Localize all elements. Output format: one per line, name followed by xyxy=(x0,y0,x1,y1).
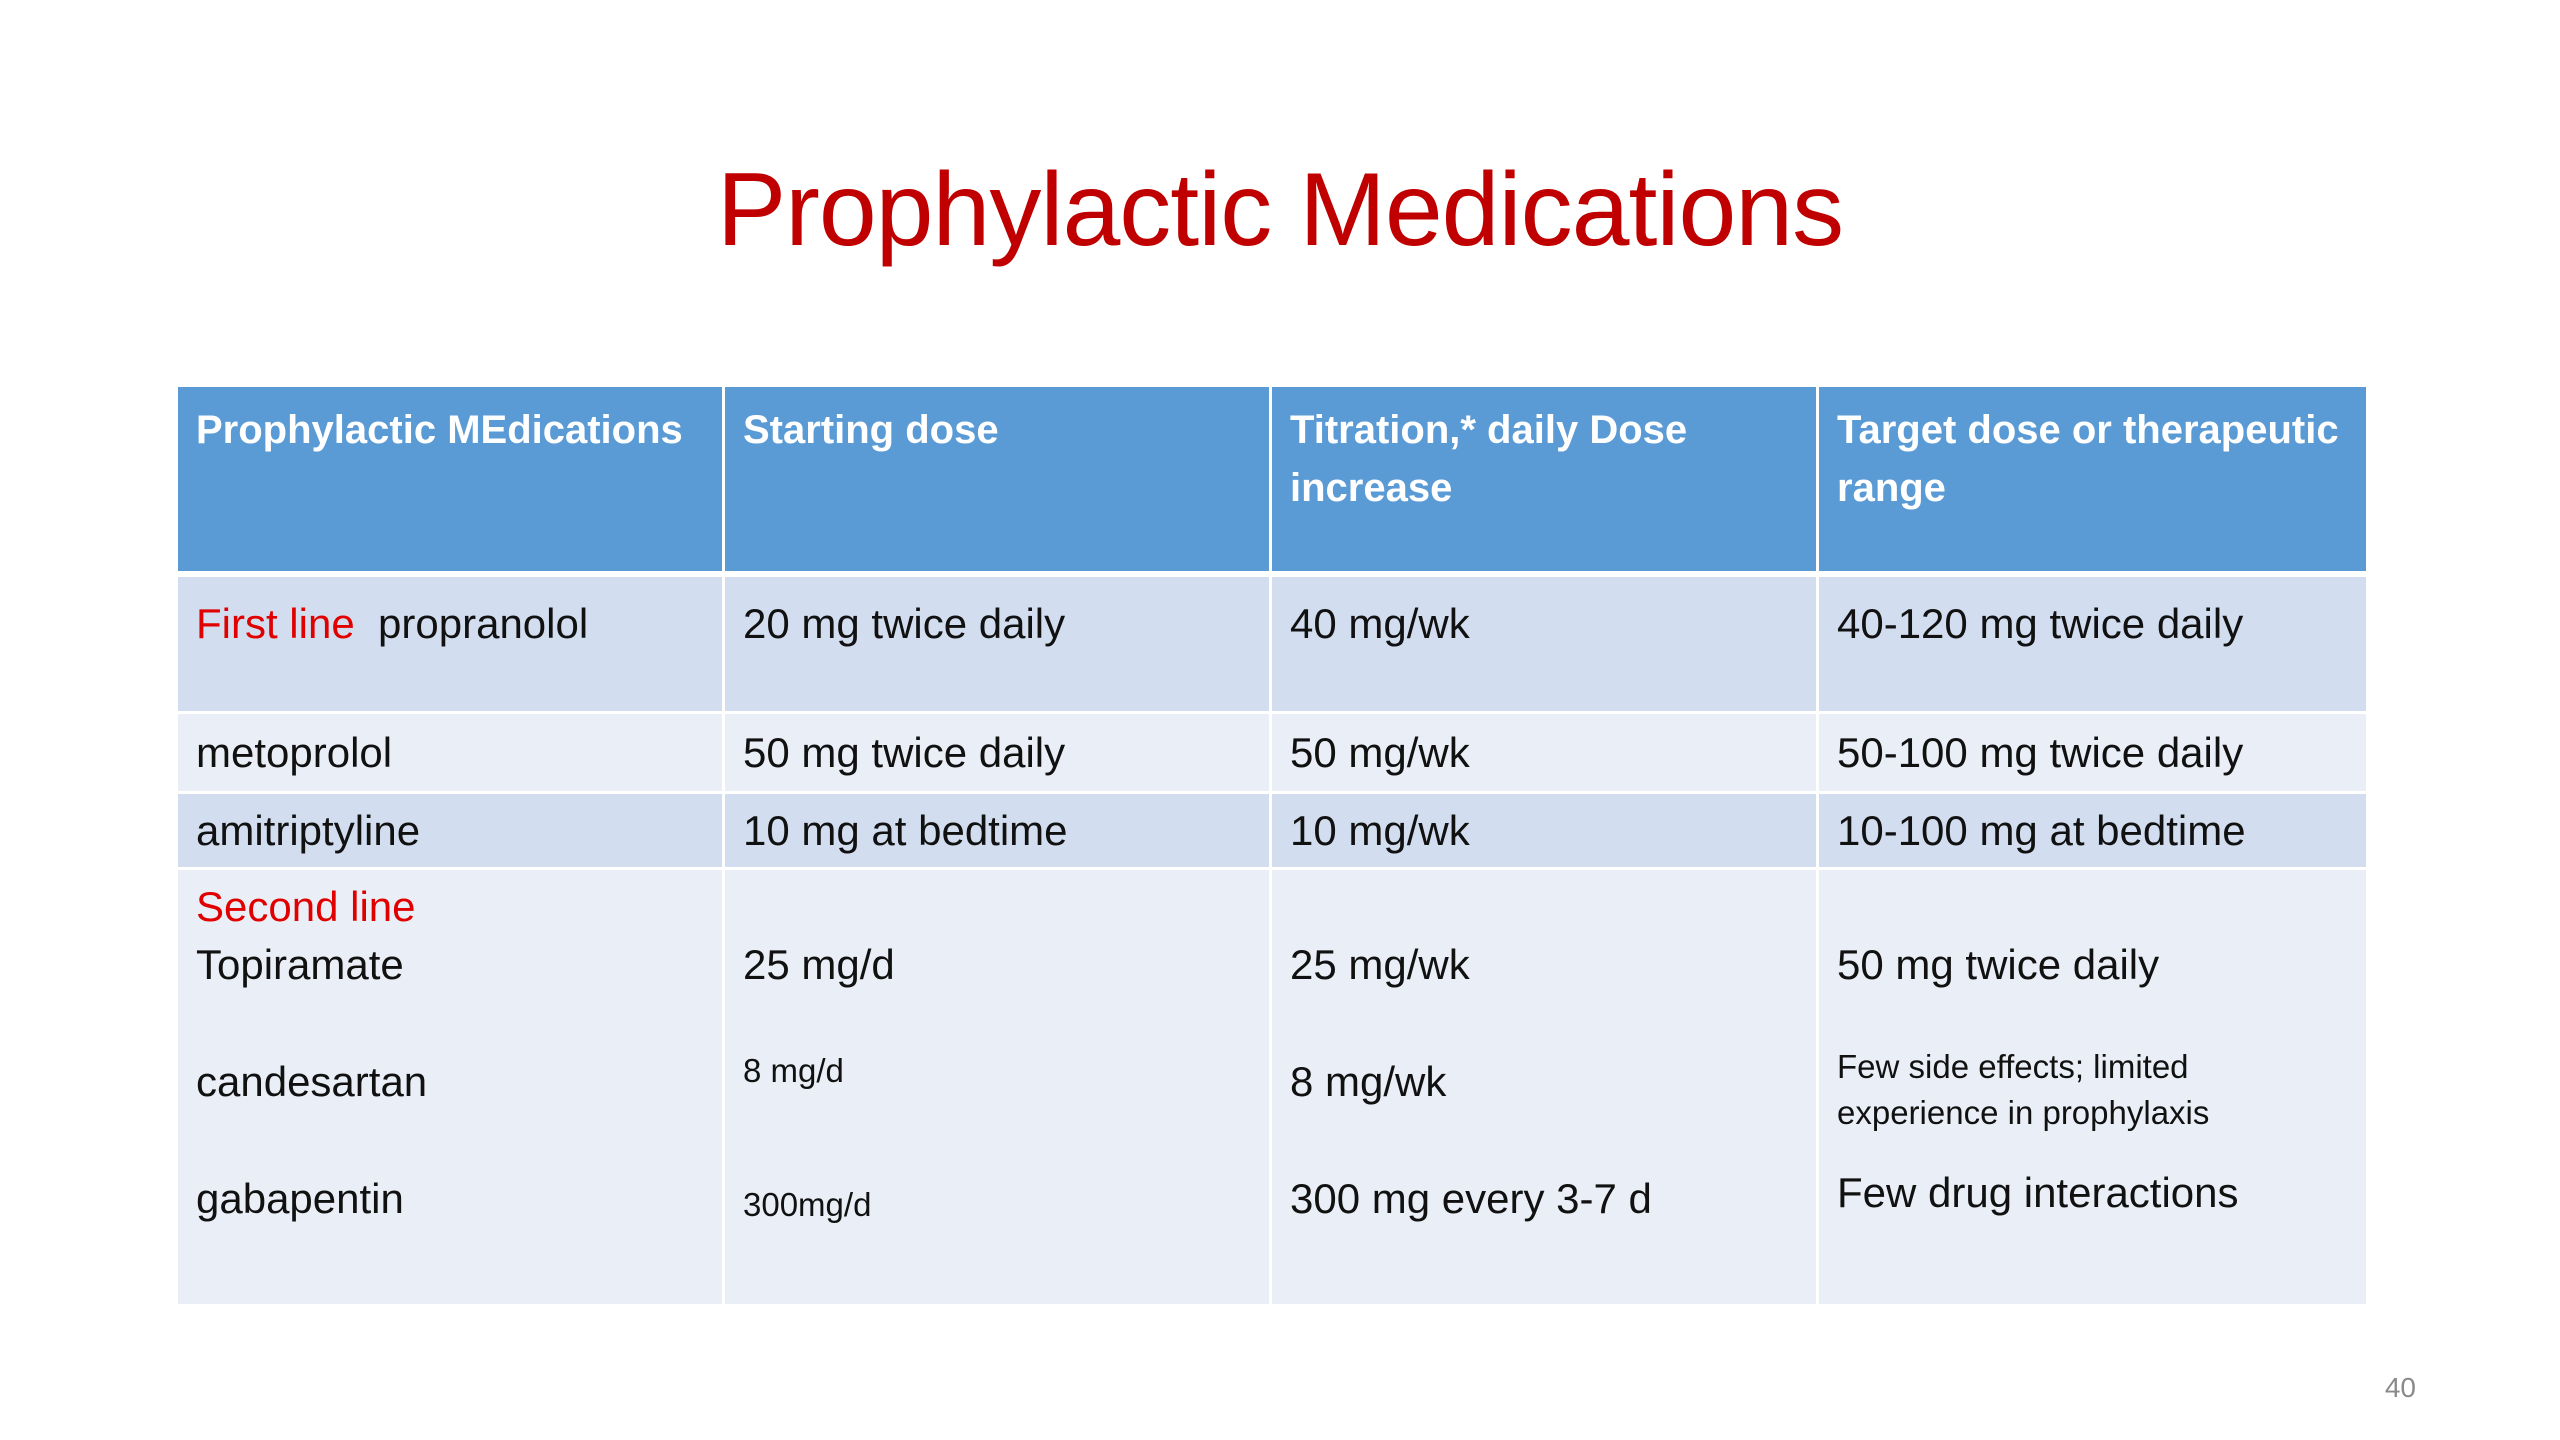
starting-dose: 8 mg/d xyxy=(743,1052,844,1089)
cell-second-line-titration: 25 mg/wk 8 mg/wk 300 mg every 3-7 d xyxy=(1272,870,1819,1307)
target-dose: Few drug interactions xyxy=(1837,1169,2239,1216)
cell-second-line-medications: Second line Topiramate candesartan gabap… xyxy=(178,870,725,1307)
cell-target-dose: 50-100 mg twice daily xyxy=(1819,714,2366,794)
titration: 300 mg every 3-7 d xyxy=(1290,1175,1652,1222)
cell-second-line-target: 50 mg twice daily Few side effects; limi… xyxy=(1819,870,2366,1307)
medication-name: propranolol xyxy=(378,600,589,647)
header-cell-titration: Titration,* daily Dose increase xyxy=(1272,387,1819,577)
target-dose: Few side effects; limited experience in … xyxy=(1837,1048,2210,1131)
header-cell-target-dose: Target dose or therapeutic range xyxy=(1819,387,2366,577)
cell-second-line-starting-dose: 25 mg/d 8 mg/d 300mg/d xyxy=(725,870,1272,1307)
header-cell-medications: Prophylactic MEdications xyxy=(178,387,725,577)
cell-medication-amitriptyline: amitriptyline xyxy=(178,794,725,870)
slide-title: Prophylactic Medications xyxy=(716,152,1844,268)
titration: 8 mg/wk xyxy=(1290,1058,1447,1105)
medications-table: Prophylactic MEdications Starting dose T… xyxy=(178,387,2366,1307)
cell-target-dose: 10-100 mg at bedtime xyxy=(1819,794,2366,870)
starting-dose: 300mg/d xyxy=(743,1186,872,1223)
starting-dose: 25 mg/d xyxy=(743,941,895,988)
medication-name: Topiramate xyxy=(196,941,404,988)
medication-name: candesartan xyxy=(196,1058,428,1105)
second-line-label: Second line xyxy=(196,883,416,930)
cell-titration: 10 mg/wk xyxy=(1272,794,1819,870)
cell-titration: 40 mg/wk xyxy=(1272,577,1819,714)
cell-starting-dose: 20 mg twice daily xyxy=(725,577,1272,714)
target-dose: 50 mg twice daily xyxy=(1837,941,2160,988)
medication-name: gabapentin xyxy=(196,1175,404,1222)
page-number: 40 xyxy=(2384,1372,2416,1403)
titration: 25 mg/wk xyxy=(1290,941,1470,988)
cell-titration: 50 mg/wk xyxy=(1272,714,1819,794)
cell-medication-propranolol: First line propranolol xyxy=(178,577,725,714)
header-cell-starting-dose: Starting dose xyxy=(725,387,1272,577)
cell-starting-dose: 50 mg twice daily xyxy=(725,714,1272,794)
cell-target-dose: 40-120 mg twice daily xyxy=(1819,577,2366,714)
cell-medication-metoprolol: metoprolol xyxy=(178,714,725,794)
first-line-label: First line xyxy=(196,600,355,647)
cell-starting-dose: 10 mg at bedtime xyxy=(725,794,1272,870)
